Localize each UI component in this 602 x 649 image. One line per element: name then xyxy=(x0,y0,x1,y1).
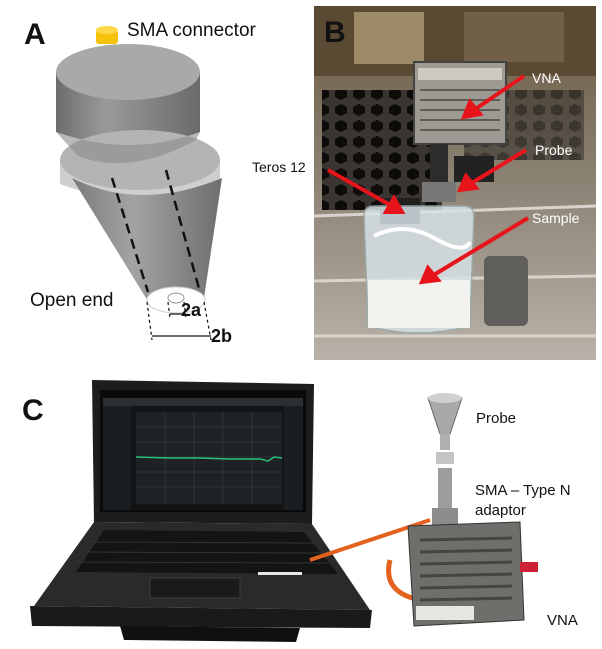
probe-c xyxy=(428,393,462,530)
panel-c-vna-label: VNA xyxy=(547,612,578,629)
laptop-screen xyxy=(92,380,314,524)
vna-device-c xyxy=(408,522,538,626)
panel-c-probe-label: Probe xyxy=(476,410,516,427)
panel-c-adaptor-label-line2: adaptor xyxy=(475,502,526,519)
panel-c-adaptor-label-line1: SMA – Type N xyxy=(475,482,571,499)
laptop-base xyxy=(30,522,372,642)
